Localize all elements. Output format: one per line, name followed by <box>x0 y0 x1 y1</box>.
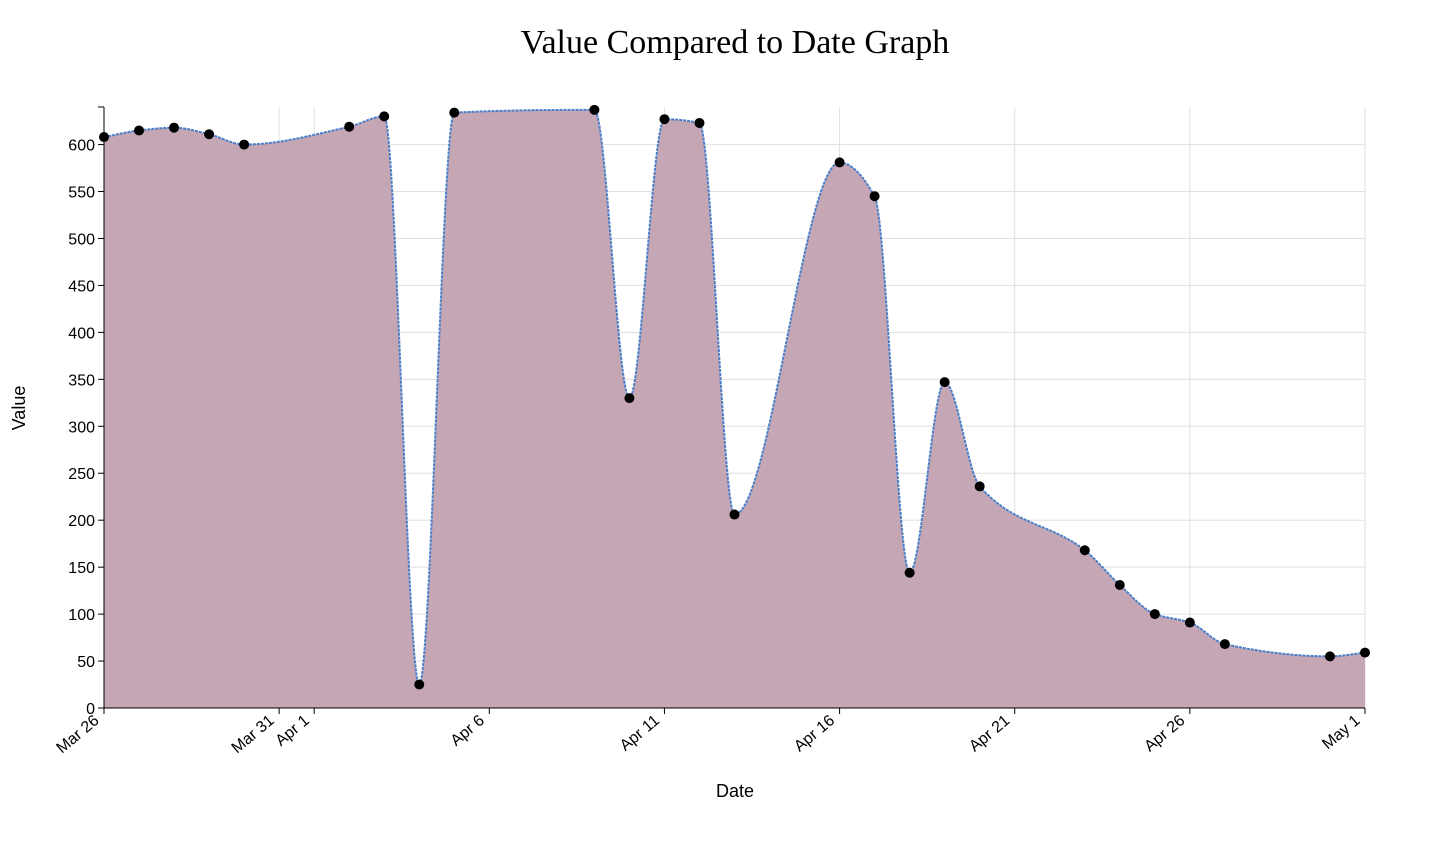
x-axis-label: Date <box>716 781 754 801</box>
y-tick-label: 300 <box>68 419 95 436</box>
data-point <box>1360 647 1370 658</box>
x-tick-label: May 1 <box>1319 712 1363 753</box>
data-point <box>239 139 250 150</box>
data-point <box>134 125 145 136</box>
x-tick-label: Mar 31 <box>229 712 278 757</box>
x-tick-label: Apr 1 <box>273 712 313 750</box>
y-tick-label: 150 <box>68 560 95 577</box>
data-point <box>169 122 180 133</box>
data-point <box>659 114 670 125</box>
data-point <box>624 393 635 404</box>
data-point <box>1184 617 1195 628</box>
y-tick-label: 450 <box>68 278 95 295</box>
data-point <box>904 567 915 578</box>
x-tick-label: Apr 11 <box>617 712 663 755</box>
x-tick-label: Mar 26 <box>53 712 102 757</box>
area-fill <box>104 109 1365 708</box>
data-point <box>344 121 355 132</box>
data-point <box>204 129 215 140</box>
y-tick-label: 200 <box>68 513 95 530</box>
y-tick-label: 550 <box>68 185 95 202</box>
y-tick-label: 400 <box>68 325 95 342</box>
y-axis-label: Value <box>9 386 29 431</box>
data-point <box>1219 639 1230 650</box>
data-point <box>414 679 425 690</box>
data-point <box>869 191 880 202</box>
chart-title: Value Compared to Date Graph <box>520 24 950 61</box>
data-point <box>1149 609 1160 620</box>
data-point <box>99 132 109 143</box>
data-point <box>694 117 705 128</box>
data-point <box>1324 651 1335 662</box>
y-tick-label: 600 <box>68 138 95 155</box>
x-tick-label: Apr 6 <box>448 712 488 750</box>
y-tick-label: 0 <box>86 701 95 718</box>
y-tick-label: 500 <box>68 231 95 248</box>
data-point <box>589 104 600 115</box>
x-tick-label: Apr 26 <box>1141 712 1188 755</box>
x-tick-label: Apr 16 <box>791 712 838 755</box>
x-tick-label: Apr 21 <box>966 712 1013 755</box>
y-tick-label: 250 <box>68 466 95 483</box>
data-point <box>379 111 390 122</box>
y-tick-label: 50 <box>77 654 95 671</box>
data-point <box>974 481 985 492</box>
y-tick-label: 100 <box>68 607 95 624</box>
data-point <box>1079 545 1090 556</box>
data-point <box>939 377 950 388</box>
data-point <box>729 509 740 520</box>
y-tick-label: 350 <box>68 372 95 389</box>
data-point <box>1114 579 1125 590</box>
data-point <box>834 157 845 168</box>
data-point <box>449 107 460 118</box>
